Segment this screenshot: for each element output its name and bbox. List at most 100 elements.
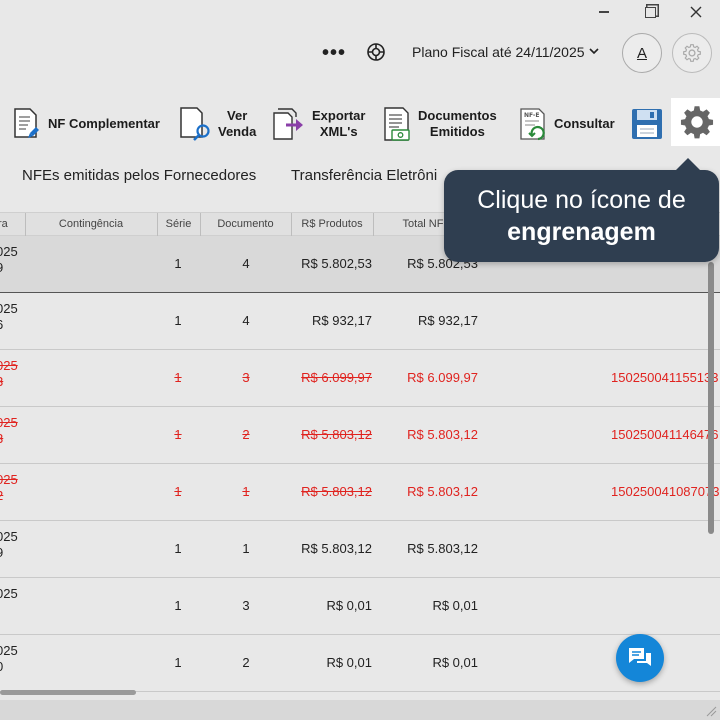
vertical-scrollbar[interactable]: [708, 262, 714, 534]
row-serie: 1: [174, 313, 182, 328]
consult-icon: NF-E: [520, 108, 545, 141]
minimize-button[interactable]: [594, 2, 614, 22]
row-date-top: 025: [0, 529, 18, 544]
table-row[interactable]: 0259 1 1 R$ 5.803,12 R$ 5.803,12: [0, 521, 720, 578]
row-serie: 1: [174, 655, 182, 670]
row-documento: 2: [242, 427, 250, 442]
row-date-top: 025: [0, 301, 18, 316]
ver-venda-button[interactable]: Ver Venda: [178, 104, 256, 144]
row-produtos: R$ 5.803,12: [301, 484, 372, 499]
export-xml-icon: [273, 108, 303, 140]
row-total: R$ 0,01: [432, 655, 478, 670]
row-total: R$ 6.099,97: [407, 370, 478, 385]
exportar-label-line2: XML's: [319, 124, 358, 139]
table-row-cancelled[interactable]: 0253 1 2 R$ 5.803,12 R$ 5.803,12 1502500…: [0, 407, 720, 464]
close-button[interactable]: [686, 2, 706, 22]
row-produtos: R$ 0,01: [326, 598, 372, 613]
svg-text:NF-E: NF-E: [524, 112, 540, 119]
row-total: R$ 5.803,12: [407, 427, 478, 442]
gear-icon: [683, 44, 701, 62]
save-button[interactable]: [630, 104, 664, 144]
exportar-label-line1: Exportar: [312, 108, 366, 123]
resize-grip-icon[interactable]: [703, 703, 717, 717]
row-date-bottom: 9: [0, 260, 3, 275]
row-serie: 1: [174, 541, 182, 556]
account-initial: A: [636, 44, 647, 62]
row-produtos: R$ 0,01: [326, 655, 372, 670]
status-footer: [0, 700, 720, 720]
row-produtos: R$ 6.099,97: [301, 370, 372, 385]
exportar-xml-button[interactable]: Exportar XML's: [272, 104, 365, 144]
documentos-label-line1: Documentos: [418, 108, 497, 123]
row-access-key: 150250041146476: [611, 427, 719, 442]
row-produtos: R$ 5.802,53: [301, 256, 372, 271]
view-sale-icon: [180, 107, 210, 141]
row-documento: 3: [242, 598, 250, 613]
row-date-bottom: 3: [0, 374, 3, 389]
nf-complementar-label: NF Complementar: [48, 116, 160, 131]
table-row[interactable]: 025 1 3 R$ 0,01 R$ 0,01: [0, 578, 720, 635]
row-serie: 1: [174, 598, 182, 613]
row-date-bottom: 2: [0, 488, 3, 503]
column-header-serie[interactable]: Série: [165, 218, 192, 230]
more-options-button[interactable]: •••: [322, 42, 347, 64]
row-total: R$ 5.803,12: [407, 484, 478, 499]
column-header-produtos[interactable]: R$ Produtos: [301, 218, 363, 230]
row-date-top: 025: [0, 586, 18, 601]
restore-button[interactable]: [640, 2, 660, 22]
issued-documents-icon: [384, 107, 410, 141]
consultar-button[interactable]: NF-E Consultar: [518, 104, 615, 144]
column-header-contingencia[interactable]: Contingência: [58, 218, 124, 230]
table-row[interactable]: 0250 1 2 R$ 0,01 R$ 0,01: [0, 635, 720, 692]
row-access-key: 150250041155133: [611, 370, 719, 385]
settings-button[interactable]: [672, 33, 712, 73]
column-header-date[interactable]: ra: [0, 218, 8, 230]
consultar-label: Consultar: [554, 116, 615, 131]
documentos-emitidos-button[interactable]: Documentos Emitidos: [382, 104, 497, 144]
row-produtos: R$ 5.803,12: [301, 541, 372, 556]
save-icon: [632, 109, 662, 139]
table-row-cancelled[interactable]: 0253 1 3 R$ 6.099,97 R$ 6.099,97 1502500…: [0, 350, 720, 407]
ver-venda-label-line2: Venda: [218, 124, 257, 139]
row-date-bottom: 3: [0, 431, 3, 446]
row-documento: 3: [242, 370, 250, 385]
table-row[interactable]: 0256 1 4 R$ 932,17 R$ 932,17: [0, 293, 720, 350]
row-total: R$ 5.803,12: [407, 541, 478, 556]
chat-support-button[interactable]: [616, 634, 664, 682]
plan-dropdown[interactable]: Plano Fiscal até 24/11/2025: [412, 44, 585, 60]
gear-icon: [680, 106, 714, 139]
row-date-bottom: 0: [0, 659, 3, 674]
tooltip-line2: engrenagem: [507, 218, 656, 246]
horizontal-scrollbar[interactable]: [0, 690, 136, 695]
row-serie: 1: [174, 256, 182, 271]
chevron-down-icon[interactable]: [588, 45, 600, 57]
table-row[interactable]: 0259 1 4 R$ 5.802,53 R$ 5.802,53: [0, 236, 720, 293]
row-produtos: R$ 5.803,12: [301, 427, 372, 442]
row-total: R$ 0,01: [432, 598, 478, 613]
row-access-key: 150250041087073: [611, 484, 720, 499]
row-documento: 1: [242, 484, 250, 499]
close-icon: [690, 6, 702, 18]
account-button[interactable]: A: [622, 33, 662, 73]
row-documento: 2: [242, 655, 250, 670]
ver-venda-label-line1: Ver: [227, 108, 248, 123]
row-documento: 1: [242, 541, 250, 556]
table-row-cancelled[interactable]: 0252 1 1 R$ 5.803,12 R$ 5.803,12 1502500…: [0, 464, 720, 521]
nf-complement-icon: [14, 108, 39, 138]
row-date-bottom: 6: [0, 317, 3, 332]
row-serie: 1: [174, 427, 182, 442]
row-serie: 1: [174, 484, 182, 499]
column-header-documento[interactable]: Documento: [217, 218, 274, 230]
gear-settings-button[interactable]: [671, 98, 720, 146]
row-date-top: 025: [0, 643, 18, 658]
support-lifebuoy-icon[interactable]: [366, 42, 386, 62]
tab-nfes-fornecedores[interactable]: NFEs emitidas pelos Fornecedores: [22, 167, 257, 184]
row-date-top: 025: [0, 415, 18, 430]
tab-transferencia-eletronica[interactable]: Transferência Eletrôni: [291, 167, 438, 184]
onboarding-tooltip: Clique no ícone de engrenagem: [444, 158, 719, 262]
tooltip-line1: Clique no ícone de: [477, 186, 686, 214]
row-documento: 4: [242, 313, 250, 328]
nf-complementar-button[interactable]: NF Complementar: [12, 104, 160, 144]
column-header-total[interactable]: Total NF: [402, 218, 444, 230]
row-total: R$ 932,17: [418, 313, 478, 328]
